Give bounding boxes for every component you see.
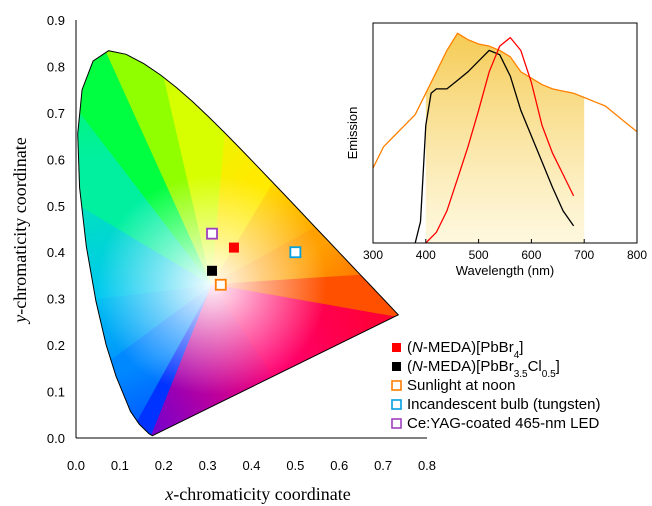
legend-marker-2 (391, 380, 402, 391)
legend-marker-1 (392, 362, 401, 371)
y-tick-labels: 0.0 0.1 0.2 0.3 0.4 0.5 0.6 0.7 0.8 0.9 (47, 13, 65, 446)
x-tick-label: 0.8 (418, 458, 436, 473)
inset-x-tick-label: 700 (574, 248, 594, 262)
x-tick-label: 0.6 (330, 458, 348, 473)
x-axis-title: x-chromaticity coordinate (164, 484, 350, 504)
inset-x-tick-labels: 300 400 500 600 700 800 (363, 239, 647, 262)
y-tick-label: 0.7 (47, 106, 65, 121)
inset-emission-lines (373, 32, 637, 243)
y-tick-label: 0.9 (47, 13, 65, 28)
marker-2 (214, 278, 227, 291)
inset-line-0 (373, 32, 637, 169)
x-tick-label: 0.5 (286, 458, 304, 473)
inset-y-axis-title: Emission (345, 107, 360, 160)
x-tick-label: 0.2 (155, 458, 173, 473)
x-tick-label: 0.3 (199, 458, 217, 473)
inset-line-1 (414, 49, 575, 243)
legend: (N-MEDA)[PbBr4](N-MEDA)[PbBr3.5Cl0.5]Sun… (391, 339, 600, 432)
legend-label-2: Sunlight at noon (407, 377, 515, 394)
x-tick-label: 0.1 (111, 458, 129, 473)
inset-x-tick-label: 300 (363, 248, 383, 262)
legend-marker-0 (392, 343, 401, 352)
inset-x-tick-label: 800 (627, 248, 647, 262)
y-axis-title: y-chromaticity coordinate (10, 137, 30, 324)
legend-label-1: (N-MEDA)[PbBr3.5Cl0.5] (407, 358, 560, 380)
spectral-locus-outline (77, 50, 400, 437)
marker-4 (206, 227, 218, 240)
y-tick-label: 0.0 (47, 431, 65, 446)
inset-x-tick-label: 500 (469, 248, 489, 262)
inset-x-axis-title: Wavelength (nm) (456, 263, 555, 278)
marker-1 (207, 265, 218, 276)
y-tick-label: 0.3 (47, 292, 65, 307)
inset-x-tick-label: 400 (416, 248, 436, 262)
inset-line-2 (425, 36, 575, 243)
y-tick-label: 0.5 (47, 199, 65, 214)
inset-x-tick-label: 600 (521, 248, 541, 262)
y-tick-label: 0.2 (47, 338, 65, 353)
legend-label-0: (N-MEDA)[PbBr4] (407, 339, 523, 361)
y-tick-label: 0.6 (47, 152, 65, 167)
y-tick-label: 0.8 (47, 59, 65, 74)
inset-emission-plot: 300 400 500 600 700 800 Wavelength (nm) Emiss… (345, 22, 647, 278)
marker-0 (228, 242, 239, 253)
y-tick-label: 0.4 (47, 245, 65, 260)
x-tick-labels: 0.0 0.1 0.2 0.3 0.4 0.5 0.6 0.7 0.8 (67, 458, 436, 473)
x-tick-label: 0.0 (67, 458, 85, 473)
legend-marker-3 (391, 399, 402, 410)
legend-marker-4 (391, 418, 402, 429)
legend-label-4: Ce:YAG-coated 465-nm LED (407, 415, 599, 432)
y-tick-label: 0.1 (47, 385, 65, 400)
x-tick-label: 0.4 (242, 458, 260, 473)
x-tick-label: 0.7 (374, 458, 392, 473)
data-markers (206, 227, 302, 291)
legend-label-3: Incandescent bulb (tungsten) (407, 396, 600, 413)
main-axes (75, 20, 427, 439)
marker-3 (289, 246, 302, 259)
